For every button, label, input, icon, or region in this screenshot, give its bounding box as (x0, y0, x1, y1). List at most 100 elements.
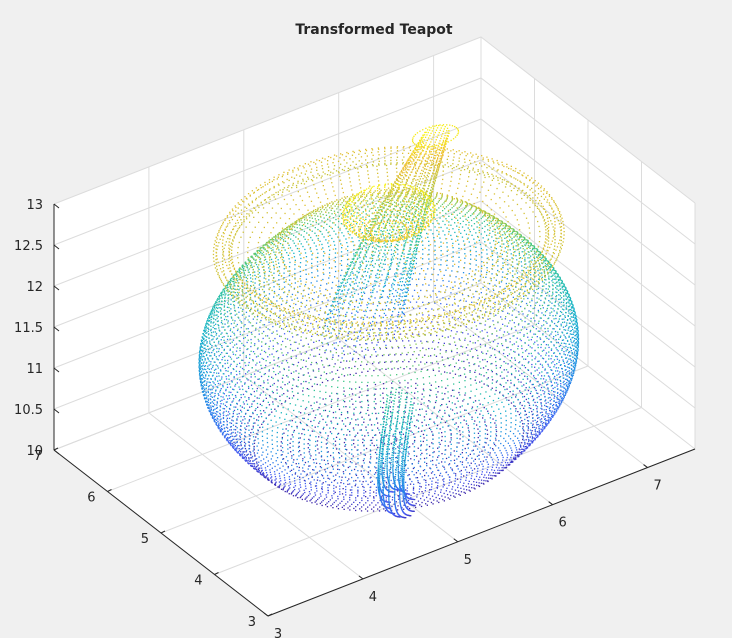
data-point (331, 312, 334, 315)
data-point (236, 391, 238, 393)
data-point (214, 302, 217, 304)
data-point (210, 318, 212, 321)
data-point (265, 319, 267, 321)
data-point (249, 265, 252, 267)
data-point (201, 342, 204, 344)
data-point (334, 212, 336, 214)
data-point (261, 447, 263, 449)
data-point (274, 465, 276, 468)
data-point (213, 307, 216, 309)
data-point (245, 373, 247, 375)
data-point (385, 368, 387, 370)
data-point (340, 297, 343, 300)
data-point (242, 452, 244, 454)
data-point (245, 458, 247, 460)
data-point (330, 205, 332, 207)
data-point (270, 474, 272, 476)
data-point (333, 298, 335, 300)
data-point (403, 253, 405, 255)
data-point (222, 434, 224, 436)
data-point (402, 216, 404, 218)
data-point (297, 322, 299, 324)
data-point (333, 240, 335, 243)
data-point (233, 267, 236, 269)
data-point (259, 247, 261, 250)
data-point (301, 217, 303, 219)
data-point (372, 362, 374, 365)
data-point (240, 429, 242, 431)
data-point (205, 339, 207, 341)
data-point (225, 375, 227, 378)
data-point (339, 341, 341, 343)
data-point (240, 425, 242, 427)
data-point (294, 264, 296, 266)
data-point (204, 359, 206, 361)
data-point (334, 363, 336, 365)
data-point (399, 333, 402, 335)
data-point (234, 449, 236, 452)
data-point (391, 314, 393, 316)
data-point (347, 170, 349, 172)
data-point (325, 288, 327, 291)
data-point (223, 292, 226, 294)
data-point (389, 190, 391, 192)
data-point (243, 221, 245, 223)
data-point (228, 442, 230, 444)
data-point (226, 401, 228, 403)
data-point (329, 215, 331, 218)
data-point (320, 356, 322, 358)
data-point (237, 444, 239, 447)
data-point (223, 381, 226, 383)
data-point (218, 295, 220, 298)
data-point (286, 226, 288, 229)
data-point (280, 454, 282, 456)
data-point (235, 222, 237, 224)
data-point (353, 197, 355, 200)
data-point (200, 362, 202, 364)
data-point (307, 209, 309, 211)
data-point (338, 172, 340, 174)
data-point (253, 207, 255, 209)
data-point (264, 367, 266, 369)
data-point (337, 160, 340, 162)
data-point (232, 275, 234, 277)
data-point (201, 388, 203, 390)
data-point (225, 226, 227, 228)
data-point (231, 432, 233, 434)
data-point (291, 324, 293, 326)
data-point (344, 425, 347, 427)
data-point (259, 250, 261, 253)
data-point (213, 354, 216, 356)
data-point (366, 304, 368, 306)
data-point (299, 262, 302, 264)
data-point (340, 282, 342, 284)
data-point (306, 500, 308, 502)
data-point (282, 278, 285, 280)
data-point (208, 352, 211, 354)
data-point (390, 253, 393, 256)
data-point (217, 304, 219, 306)
data-point (315, 500, 317, 502)
data-point (203, 347, 205, 349)
data-point (213, 382, 215, 384)
data-point (299, 479, 301, 481)
data-point (245, 412, 247, 415)
data-point (340, 274, 342, 277)
data-point (231, 341, 233, 343)
data-point (316, 363, 318, 365)
data-point (277, 405, 279, 407)
data-point (279, 272, 281, 274)
data-point (215, 368, 217, 370)
data-point (215, 407, 218, 409)
data-point (223, 339, 225, 341)
data-point (358, 229, 360, 232)
data-point (348, 319, 350, 321)
data-point (225, 284, 227, 287)
data-point (291, 249, 293, 252)
data-point (298, 451, 300, 453)
data-point (303, 317, 305, 319)
data-point (310, 250, 312, 252)
data-point (312, 252, 314, 254)
data-point (252, 312, 255, 314)
data-point (370, 191, 372, 193)
